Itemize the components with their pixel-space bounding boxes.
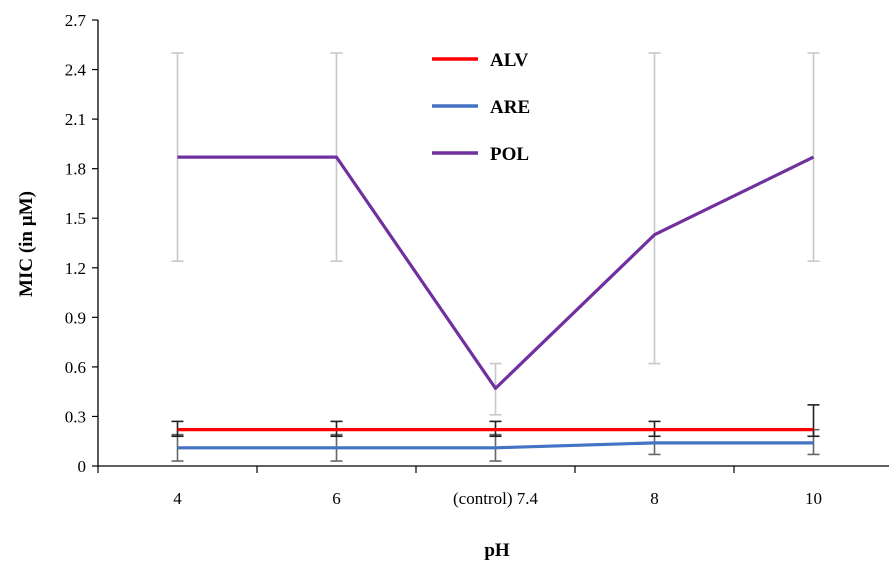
series-line-are [177, 441, 814, 450]
y-tick-label: 0.9 [65, 308, 86, 327]
legend-label-are: ARE [490, 97, 530, 118]
x-tick-label: 4 [173, 489, 182, 508]
x-tick-label: (control) 7.4 [453, 489, 538, 508]
x-tick-label: 10 [805, 489, 822, 508]
x-axis-ticks: 4 6 (control) 7.4 8 10 [97, 466, 822, 508]
x-axis-title: pH [484, 540, 510, 561]
y-tick-label: 2.4 [65, 61, 87, 80]
y-tick-label: 0.6 [65, 358, 86, 377]
y-tick-label: 0 [78, 457, 87, 476]
y-tick-label: 1.8 [65, 160, 86, 179]
y-tick-label: 1.2 [65, 259, 86, 278]
y-tick-label: 0.3 [65, 407, 86, 426]
legend-label-alv: ALV [490, 50, 529, 71]
y-axis-ticks: 0 0.3 0.6 0.9 1.2 1.5 1.8 2.1 2.4 2.7 [65, 11, 98, 476]
legend: ALV ARE POL [432, 50, 530, 165]
y-axis-title: MIC (in µM) [16, 191, 37, 297]
x-tick-label: 8 [650, 489, 659, 508]
series-line-pol [177, 155, 815, 390]
legend-label-pol: POL [490, 144, 529, 165]
y-tick-label: 2.7 [65, 11, 87, 30]
series-lines [177, 155, 815, 450]
y-tick-label: 1.5 [65, 209, 86, 228]
y-tick-label: 2.1 [65, 110, 86, 129]
axes [97, 20, 889, 467]
x-tick-label: 6 [332, 489, 341, 508]
